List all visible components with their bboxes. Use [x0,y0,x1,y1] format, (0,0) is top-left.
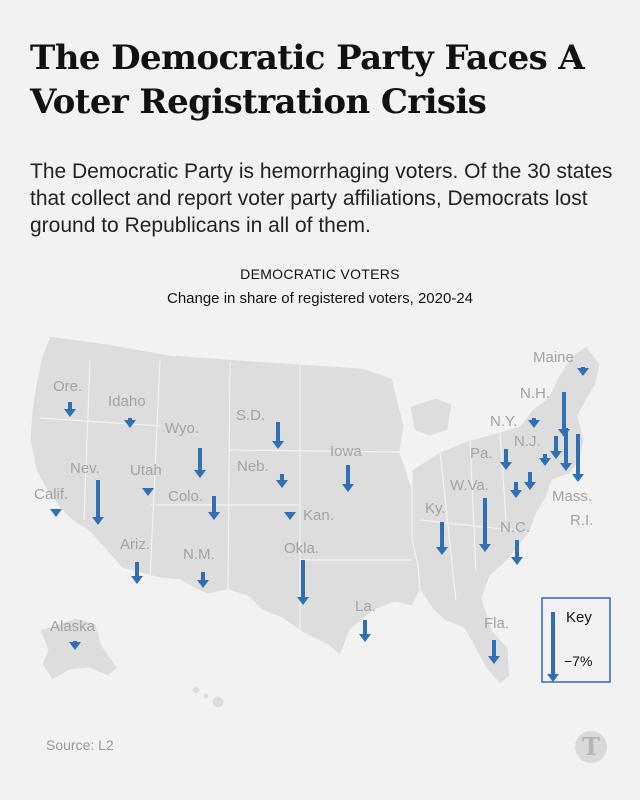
label-kan: Kan. [303,507,334,524]
arrow-ore [64,402,76,417]
arrow-n-j [539,454,551,466]
label-wyo: Wyo. [165,420,199,437]
arrow-ky [436,522,448,555]
state-borders [39,359,531,632]
label-idaho: Idaho [108,393,146,410]
headline: The Democratic Party Faces A Voter Regis… [30,38,585,122]
arrow-utah [142,488,154,496]
source-note: Source: L2 [46,737,114,753]
arrow-mass [560,428,572,471]
nyt-logo-icon: T [575,731,607,763]
arrow-iowa [342,465,354,492]
arrow-pa [500,449,512,470]
label-n-c: N.C. [500,519,530,536]
label-neb: Neb. [237,458,269,475]
arrow-r-i [572,434,584,482]
chart-title: DEMOCRATIC VOTERS [240,266,400,282]
label-n-y: N.Y. [490,413,517,430]
key-title: Key [566,609,592,626]
arrow-n-c [511,540,523,565]
label-okla: Okla. [284,540,319,557]
hawaii-shape [191,685,225,709]
arrow-n-y [528,418,540,428]
label-pa: Pa. [470,445,493,462]
arrow-s-d [272,422,284,449]
arrow-calif [50,509,62,517]
label-calif: Calif. [34,486,68,503]
arrow-md [524,472,536,490]
dek: The Democratic Party is hemorrhaging vot… [30,160,613,237]
chart-subtitle: Change in share of registered voters, 20… [166,290,474,307]
arrow-kan [284,512,296,520]
state-labels: Ore. Idaho Wyo. S.D. Nev. Utah Neb. Iowa Calif. C… [34,349,593,635]
label-alaska: Alaska [50,618,96,635]
arrow-wyo [194,448,206,478]
arrow-ariz [131,562,143,584]
arrow-neb [276,474,288,488]
label-w-va: W.Va. [450,477,489,494]
key-value-label: −7% [564,653,592,669]
label-la: La. [355,598,376,615]
arrow-conn [550,436,562,459]
arrow-la [359,620,371,642]
state-arrows [50,367,589,664]
label-n-m: N.M. [183,546,215,563]
label-ariz: Ariz. [120,536,150,553]
arrow-w-va [479,498,491,552]
label-s-d: S.D. [236,407,265,424]
arrow-colo [208,496,220,520]
label-ore: Ore. [53,378,82,395]
key-box: Key −7% [541,597,611,683]
arrow-nev [92,480,104,525]
key-arrow [547,612,559,682]
label-ky: Ky. [425,500,446,517]
alaska-shape [39,617,119,681]
label-colo: Colo. [168,488,203,505]
lower48-west-shape [29,335,421,657]
arrow-n-m [197,572,209,588]
label-iowa: Iowa [330,443,362,460]
label-n-h: N.H. [520,385,550,402]
label-utah: Utah [130,462,162,479]
label-maine: Maine [533,349,574,366]
arrow-fla [488,640,500,664]
arrow-okla [297,560,309,605]
label-r-i: R.I. [570,512,593,529]
arrow-idaho [124,418,136,428]
label-n-j: N.J. [514,433,541,450]
arrow-maine [577,367,589,376]
arrow-del [510,482,522,498]
label-mass: Mass. [552,488,592,505]
label-fla: Fla. [484,615,509,632]
michigan-shape [409,397,453,437]
key-arrow-mark [547,612,559,682]
label-nev: Nev. [70,460,100,477]
svg-text:T: T [582,732,600,761]
arrow-alaska [69,641,81,650]
